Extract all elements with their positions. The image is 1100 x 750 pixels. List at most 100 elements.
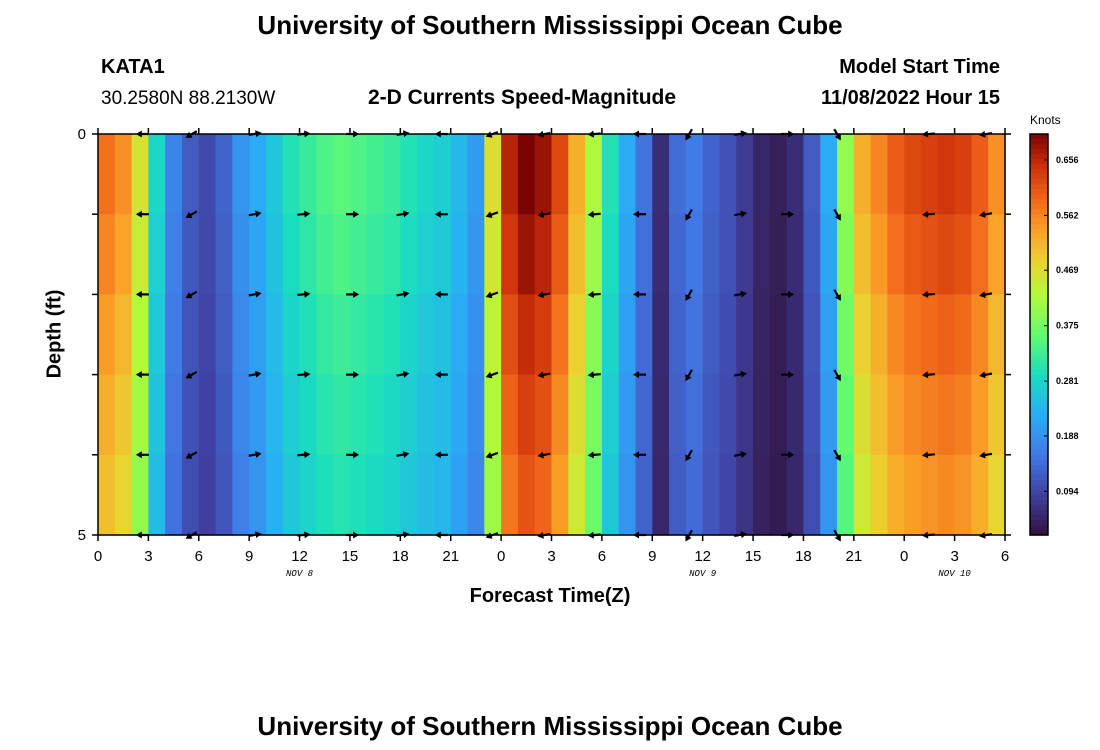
current-vector-head [185, 452, 193, 459]
colorbar-swatch [1030, 304, 1048, 311]
heatmap-cell [114, 294, 133, 376]
x-tick-label: 9 [648, 548, 656, 565]
current-vector-head [485, 291, 493, 299]
heatmap-cell [131, 374, 149, 456]
heatmap-cell [988, 214, 1006, 295]
heatmap-cell [467, 454, 485, 536]
colorbar-swatch [1030, 429, 1048, 436]
heatmap-cell [904, 214, 922, 295]
heatmap-cell [904, 454, 922, 536]
colorbar-swatch [1030, 474, 1048, 481]
heatmap-cell [417, 374, 435, 456]
heatmap-cell [148, 294, 166, 376]
colorbar-swatch [1030, 454, 1048, 461]
current-vector-head [485, 452, 493, 459]
heatmap-cell [181, 454, 200, 536]
heatmap-cell [820, 134, 838, 215]
heatmap-cell [669, 134, 687, 215]
heatmap-cell [988, 454, 1006, 536]
heatmap-cell [988, 134, 1006, 215]
colorbar-swatch [1030, 459, 1048, 466]
heatmap-cell [669, 214, 687, 295]
heatmap-cell [820, 374, 838, 456]
heatmap-cell [215, 294, 233, 376]
current-vector-head [537, 211, 544, 218]
heatmap-cell [165, 214, 183, 295]
heatmap-cell [820, 454, 838, 536]
colorbar-swatch [1030, 394, 1048, 401]
colorbar-unit-label: Knots [1030, 113, 1061, 127]
heatmap-cell [837, 374, 855, 456]
x-tick-label: 21 [845, 548, 862, 565]
heatmap-cell [585, 294, 603, 376]
heatmap-cell [98, 134, 116, 215]
current-vector-head [685, 213, 692, 221]
heatmap-cell [282, 294, 301, 376]
heatmap-cell [685, 134, 704, 215]
current-vector-head [921, 371, 929, 379]
heatmap-cell [534, 214, 553, 295]
heatmap-cell [887, 294, 905, 376]
heatmap-cell [181, 294, 200, 376]
current-vector-head [834, 374, 841, 382]
current-vector-head [921, 451, 929, 459]
heatmap-cell [181, 214, 200, 295]
heatmap-cell [568, 214, 586, 295]
current-vector-head [537, 371, 544, 379]
heatmap-cell [803, 454, 821, 536]
heatmap-cell [954, 214, 973, 295]
heatmap-cell [282, 134, 301, 215]
colorbar-tick-label: 0.094 [1056, 486, 1079, 496]
heatmap-cell [282, 374, 301, 456]
heatmap-cell [719, 454, 737, 536]
heatmap-cell [148, 134, 166, 215]
footer-title: University of Southern Mississippi Ocean… [257, 711, 843, 741]
heatmap-cell [383, 214, 401, 295]
heatmap-cell [400, 374, 418, 456]
current-vector-head [587, 291, 594, 299]
heatmap-cell [433, 134, 452, 215]
heatmap-cell [803, 294, 821, 376]
colorbar-swatch [1030, 479, 1048, 486]
heatmap-cell [215, 134, 233, 215]
colorbar-swatch [1030, 359, 1048, 366]
x-tick-label: 21 [442, 548, 459, 565]
heatmap-cell [551, 294, 569, 376]
heatmap-cell [551, 214, 569, 295]
heatmap-cell [517, 454, 536, 536]
heatmap-cell [484, 214, 502, 295]
current-vector-head [135, 371, 142, 379]
heatmap-cell [383, 134, 401, 215]
colorbar-swatch [1030, 309, 1048, 316]
colorbar-swatch [1030, 254, 1048, 260]
heatmap-cell [853, 214, 872, 295]
heatmap-cell [753, 454, 771, 536]
heatmap-cell [887, 214, 905, 295]
heatmap-cell [215, 374, 233, 456]
heatmap-cell [937, 134, 956, 215]
heatmap-cell [837, 454, 855, 536]
heatmap-cell [333, 294, 351, 376]
heatmap-cell [484, 294, 502, 376]
heatmap-cell [299, 374, 317, 456]
current-vector-head [185, 292, 193, 299]
heatmap-cell [652, 134, 670, 215]
heatmap-cell [551, 374, 569, 456]
current-vector-head [788, 290, 795, 298]
x-tick-label: 12 [694, 548, 711, 565]
heatmap-cell [568, 454, 586, 536]
chart-title: University of Southern Mississippi Ocean… [257, 10, 843, 40]
colorbar-swatch [1030, 419, 1048, 426]
heatmap-cell [568, 134, 586, 215]
heatmap-cell [601, 214, 620, 295]
current-vector-head [921, 210, 929, 218]
heatmap-cell [282, 454, 301, 536]
heatmap-cell [299, 454, 317, 536]
heatmap-cell [719, 134, 737, 215]
heatmap-cell [853, 134, 872, 215]
x-tick-label: 9 [245, 548, 253, 565]
colorbar-tick-label: 0.562 [1056, 210, 1079, 220]
colorbar-swatch [1030, 444, 1048, 451]
colorbar-swatch [1030, 464, 1048, 471]
heatmap-cell [333, 374, 351, 456]
